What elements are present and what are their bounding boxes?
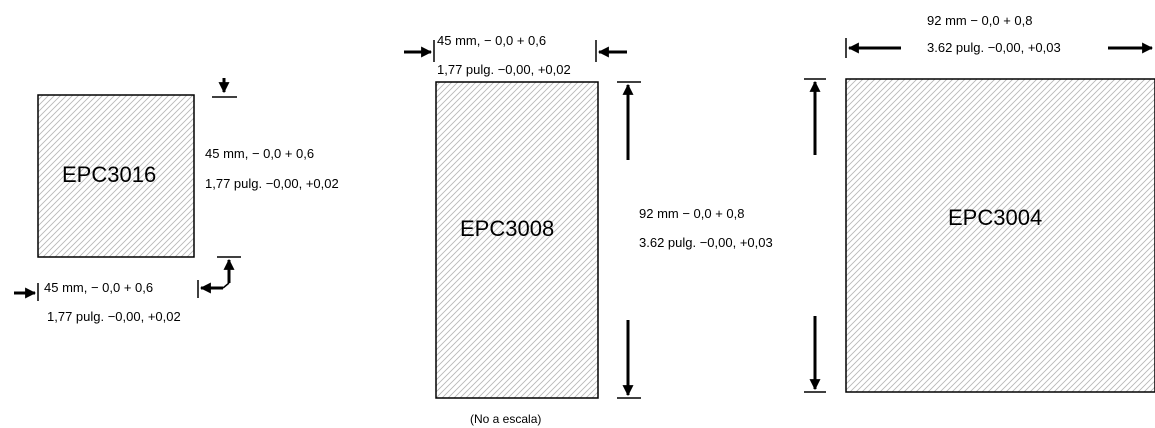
epc3004-width-mm: 92 mm − 0,0 + 0,8: [927, 13, 1033, 28]
epc3016-label: EPC3016: [62, 162, 157, 187]
epc3008-width-in: 1,77 pulg. −0,00, +0,02: [437, 62, 571, 77]
epc3008-height-arrow-top: [617, 81, 641, 160]
epc3016-width-arrow-left: [14, 283, 39, 301]
epc3016-height-arrow-bottom: [217, 256, 241, 283]
epc3016-width-mm: 45 mm, − 0,0 + 0,6: [44, 280, 154, 295]
epc3008-width-arrow-right: [595, 40, 627, 62]
epc3004-cutout: [845, 78, 1155, 393]
epc3016-cutout: [37, 94, 195, 258]
epc3016-width-in: 1,77 pulg. −0,00, +0,02: [47, 309, 181, 324]
epc3008-label: EPC3008: [460, 216, 555, 241]
epc3004-label: EPC3004: [948, 205, 1043, 230]
epc3008-height-arrow-bottom: [617, 320, 641, 399]
epc3008-width-mm: 45 mm, − 0,0 + 0,6: [437, 33, 547, 48]
epc3004-width-in: 3.62 pulg. −0,00, +0,03: [927, 40, 1061, 55]
epc3004-height-arrow-bottom: [804, 316, 826, 393]
epc3004-height-arrow-top: [804, 78, 826, 155]
epc3016-height-mm: 45 mm, − 0,0 + 0,6: [205, 146, 315, 161]
scale-note: (No a escala): [470, 412, 542, 426]
epc3008-height-mm: 92 mm − 0,0 + 0,8: [639, 206, 745, 221]
epc3016-height-in: 1,77 pulg. −0,00, +0,02: [205, 176, 339, 191]
epc3008-width-arrow-left: [404, 40, 435, 62]
epc3016-height-arrow-top: [212, 78, 237, 98]
epc3004-width-arrow-left: [845, 38, 901, 58]
epc3008-height-in: 3.62 pulg. −0,00, +0,03: [639, 235, 773, 250]
epc3008-cutout: [435, 81, 599, 399]
epc3016-width-arrow-right: [197, 280, 230, 298]
